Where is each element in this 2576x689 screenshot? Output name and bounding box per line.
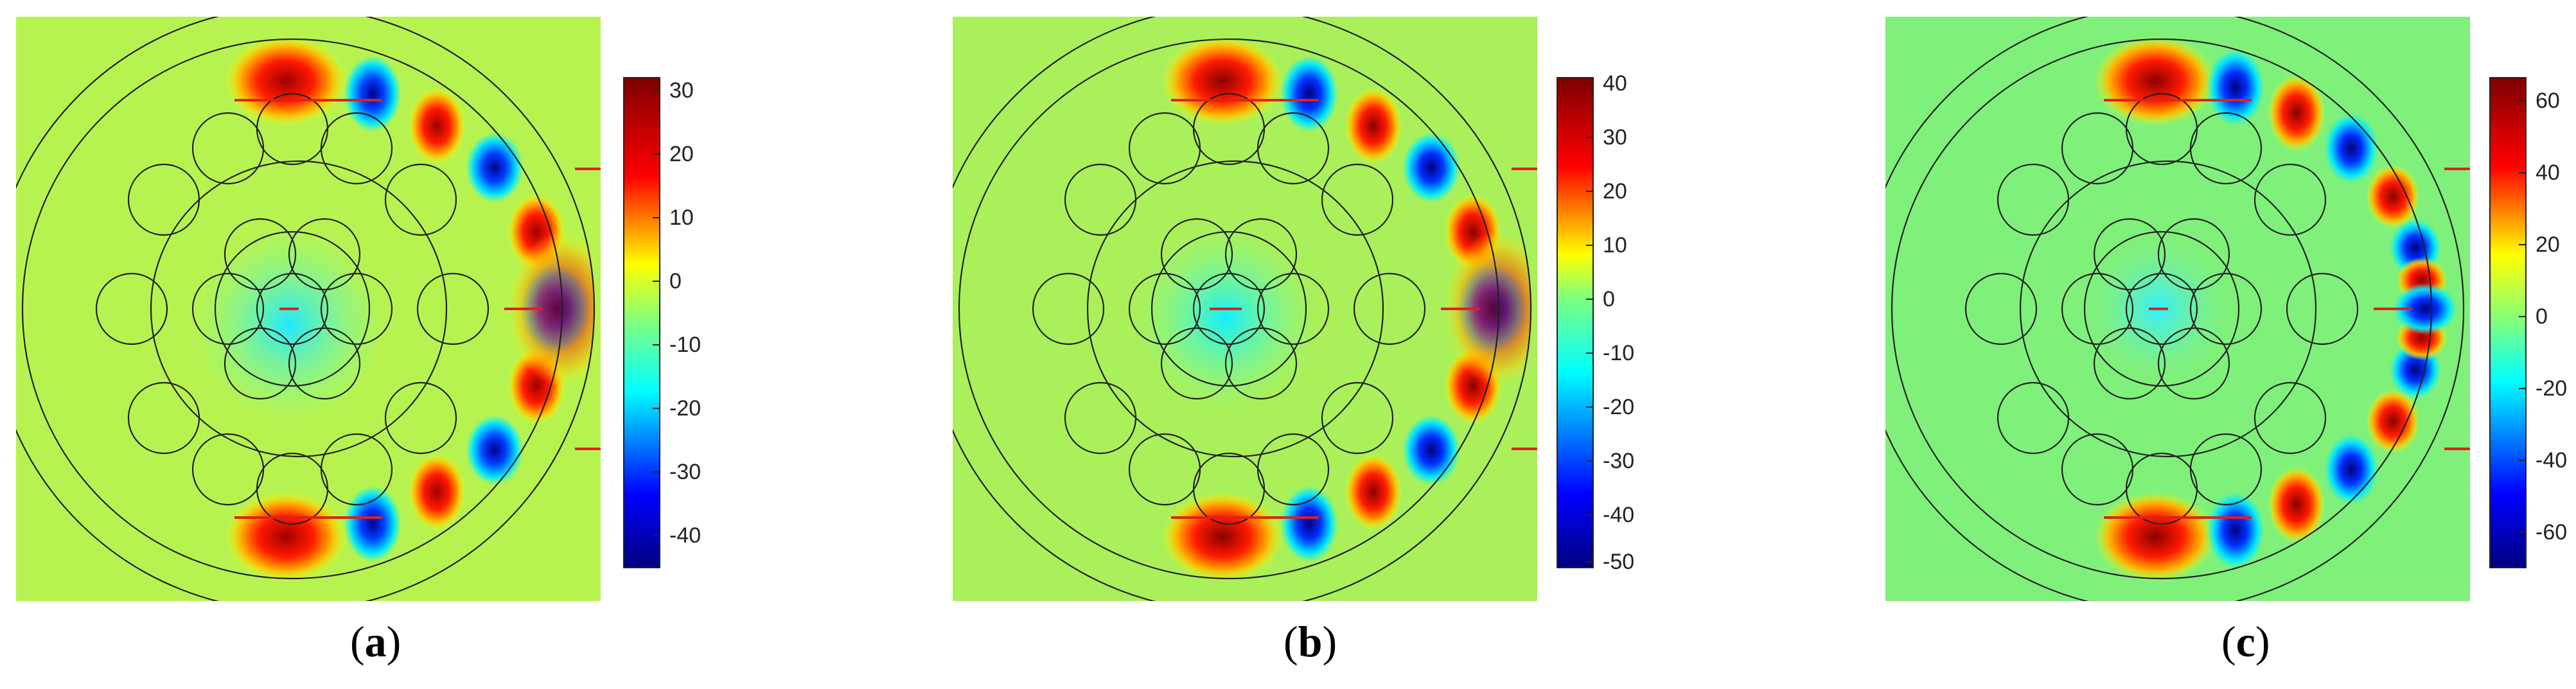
field-map-b: [953, 17, 1537, 601]
colorbar-ticks-a: 30 20 10 0 -10 -20 -30 -40: [653, 77, 750, 568]
colorbar-b: [1557, 77, 1594, 568]
caption-c: (c): [2221, 617, 2270, 666]
field-plot-a: [16, 17, 601, 601]
caption-a: (a): [350, 617, 401, 666]
colorbar-ticks-c: 60 40 20 0 -20 -40 -60: [2519, 77, 2576, 568]
field-plot-b: [953, 17, 1537, 601]
field-map-c: [1885, 17, 2470, 601]
caption-b: (b): [1284, 617, 1337, 666]
colorbar-ticks-b: 40 30 20 10 0 -10 -20 -30 -40 -50: [1586, 72, 1684, 573]
colorbar-c: [2489, 77, 2527, 568]
colorbar-a: [623, 77, 660, 568]
field-map-a: [16, 17, 601, 601]
field-plot-c: [1885, 17, 2470, 601]
